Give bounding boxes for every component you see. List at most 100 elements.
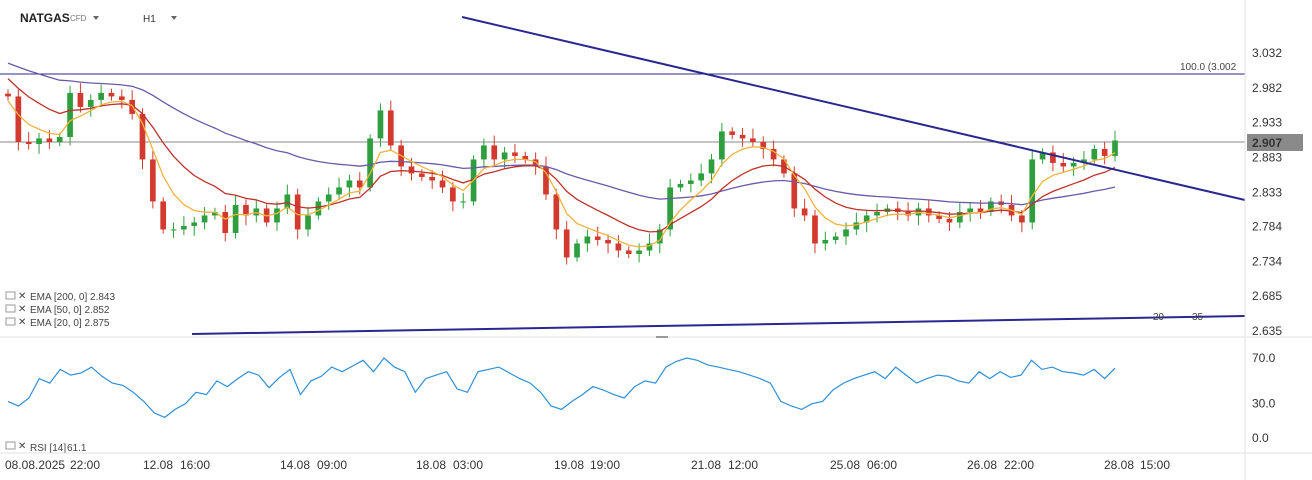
candle-body[interactable] <box>874 211 880 216</box>
candle-body[interactable] <box>367 138 373 188</box>
candle-body[interactable] <box>77 92 84 107</box>
candle-body[interactable] <box>232 204 239 233</box>
candle-body[interactable] <box>750 138 756 142</box>
candle-body[interactable] <box>1039 152 1046 160</box>
candle-body[interactable] <box>708 159 715 174</box>
candle-body[interactable] <box>294 194 301 230</box>
candle-body[interactable] <box>543 166 549 195</box>
candle-body[interactable] <box>56 137 63 142</box>
candle-body[interactable] <box>812 215 818 244</box>
candle-body[interactable] <box>108 92 115 97</box>
candle-body[interactable] <box>522 155 529 160</box>
candle-body[interactable] <box>460 201 467 203</box>
candle-body[interactable] <box>687 180 694 184</box>
candle-body[interactable] <box>1112 140 1118 156</box>
candle-body[interactable] <box>843 229 849 237</box>
indicator-close-icon[interactable]: ✕ <box>18 304 26 315</box>
candle-body[interactable] <box>512 152 518 156</box>
candle-body[interactable] <box>853 222 860 230</box>
candle-body[interactable] <box>356 180 363 188</box>
candle-body[interactable] <box>636 250 642 254</box>
indicator-settings-icon[interactable] <box>5 317 16 326</box>
candle-body[interactable] <box>977 208 984 212</box>
candle-body[interactable] <box>377 110 384 139</box>
candle-body[interactable] <box>656 229 663 244</box>
candle-body[interactable] <box>791 173 798 209</box>
candle-body[interactable] <box>346 180 353 188</box>
indicator-settings-icon[interactable] <box>5 304 16 313</box>
candle-body[interactable] <box>305 215 311 230</box>
candle-body[interactable] <box>418 173 425 177</box>
indicator-close-icon[interactable]: ✕ <box>18 317 26 328</box>
candle-body[interactable] <box>408 166 415 174</box>
candle-body[interactable] <box>450 187 456 202</box>
candle-body[interactable] <box>160 201 167 230</box>
candle-body[interactable] <box>563 229 570 258</box>
indicator-close-icon[interactable]: ✕ <box>18 291 26 302</box>
candle-body[interactable] <box>956 211 963 223</box>
ascending-trendline[interactable] <box>191 315 1246 335</box>
candle-body[interactable] <box>36 138 42 145</box>
candle-body[interactable] <box>67 92 73 138</box>
candle-body[interactable] <box>429 176 436 181</box>
candle-body[interactable] <box>1060 162 1067 167</box>
candle-body[interactable] <box>274 208 280 223</box>
candle-body[interactable] <box>553 194 560 230</box>
candle-body[interactable] <box>698 173 705 181</box>
timeframe-dropdown-icon[interactable] <box>171 16 177 20</box>
candle-body[interactable] <box>149 159 156 202</box>
candle-body[interactable] <box>863 215 870 223</box>
candle-body[interactable] <box>946 218 953 223</box>
candle-body[interactable] <box>1050 152 1056 163</box>
candle-body[interactable] <box>170 229 177 231</box>
candle-body[interactable] <box>201 215 208 223</box>
candle-body[interactable] <box>1070 162 1077 167</box>
candle-body[interactable] <box>905 211 911 216</box>
candle-body[interactable] <box>439 180 446 188</box>
candle-body[interactable] <box>605 239 611 244</box>
candle-body[interactable] <box>98 92 104 100</box>
candle-body[interactable] <box>615 243 622 251</box>
candle-body[interactable] <box>822 239 829 244</box>
indicator-settings-icon[interactable] <box>5 291 16 300</box>
candle-body[interactable] <box>284 194 291 209</box>
candle-body[interactable] <box>574 243 580 258</box>
candle-body[interactable] <box>760 141 767 149</box>
candle-body[interactable] <box>5 93 11 97</box>
candle-body[interactable] <box>739 134 746 139</box>
candle-body[interactable] <box>832 236 839 240</box>
candle-body[interactable] <box>1019 215 1025 223</box>
rsi-close-icon[interactable]: ✕ <box>18 441 26 452</box>
candle-body[interactable] <box>1091 148 1098 160</box>
candle-body[interactable] <box>501 152 508 160</box>
candle-body[interactable] <box>15 96 22 142</box>
candle-body[interactable] <box>1081 159 1087 163</box>
candle-body[interactable] <box>1029 159 1036 223</box>
candle-body[interactable] <box>801 208 808 216</box>
candle-body[interactable] <box>667 187 673 230</box>
candle-body[interactable] <box>677 183 684 188</box>
candle-body[interactable] <box>46 138 53 142</box>
candle-body[interactable] <box>936 215 942 219</box>
candle-body[interactable] <box>336 187 342 195</box>
timeframe-label[interactable]: H1 <box>143 14 156 25</box>
candle-body[interactable] <box>584 236 591 244</box>
candle-body[interactable] <box>491 145 498 160</box>
candle-body[interactable] <box>729 131 736 135</box>
candle-body[interactable] <box>770 148 777 160</box>
candle-body[interactable] <box>719 131 725 160</box>
candle-body[interactable] <box>191 222 198 226</box>
candle-body[interactable] <box>532 159 539 167</box>
descending-trendline[interactable] <box>461 16 1246 201</box>
candle-body[interactable] <box>181 225 187 230</box>
symbol-label[interactable]: NATGAS <box>20 11 70 25</box>
candle-body[interactable] <box>315 201 322 216</box>
candle-body[interactable] <box>988 201 994 212</box>
candle-body[interactable] <box>646 243 653 251</box>
candle-body[interactable] <box>243 204 249 216</box>
candle-body[interactable] <box>325 194 332 202</box>
rsi-settings-icon[interactable] <box>5 441 16 450</box>
candle-body[interactable] <box>967 208 974 212</box>
symbol-dropdown-icon[interactable] <box>93 16 99 20</box>
candle-body[interactable] <box>594 236 601 240</box>
